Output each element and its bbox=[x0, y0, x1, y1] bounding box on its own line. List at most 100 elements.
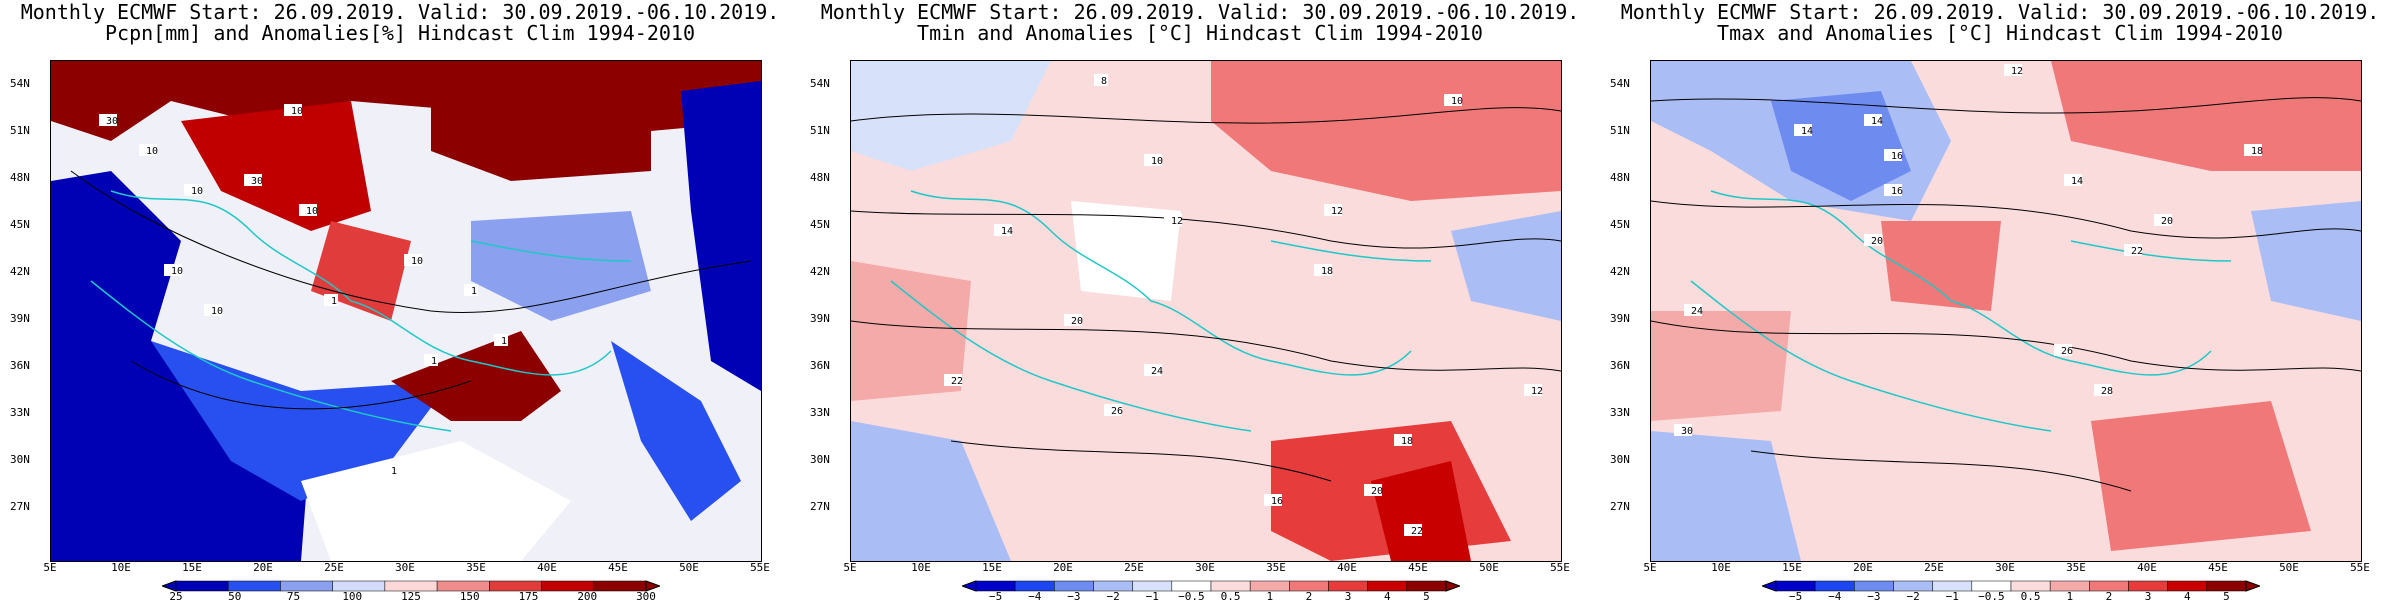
contour-label: 1 bbox=[494, 334, 508, 347]
svg-text:22: 22 bbox=[951, 376, 963, 387]
svg-text:10: 10 bbox=[411, 256, 423, 267]
svg-text:20: 20 bbox=[1871, 236, 1883, 247]
lon-tick-label: 55E bbox=[1550, 561, 1570, 574]
svg-text:10: 10 bbox=[171, 266, 183, 277]
contour-label: 1 bbox=[464, 284, 478, 297]
svg-text:12: 12 bbox=[2011, 66, 2023, 77]
contour-label: 20 bbox=[1864, 234, 1883, 247]
lat-tick-label: 39N bbox=[810, 312, 830, 326]
svg-text:10: 10 bbox=[306, 206, 318, 217]
contour-label: 12 bbox=[2004, 64, 2023, 77]
map-field: 30 10 10 10 30 10 10 10 10 1 1 1 1 1 bbox=[51, 61, 761, 561]
colorbar-label: 125 bbox=[401, 590, 421, 603]
contour-label: 8 bbox=[1094, 74, 1108, 87]
lat-tick-label: 33N bbox=[1610, 405, 1630, 419]
colorbar-label: −1 bbox=[1145, 590, 1159, 603]
tmax-panel: Monthly ECMWF Start: 26.09.2019. Valid: … bbox=[1600, 0, 2400, 603]
lat-tick-label: 48N bbox=[10, 171, 30, 185]
svg-text:10: 10 bbox=[191, 186, 203, 197]
tmin-map: 8 10 10 12 12 14 18 20 22 24 26 16 20 18 12 22 bbox=[850, 60, 1562, 562]
svg-text:1: 1 bbox=[501, 336, 507, 347]
colorbar bbox=[162, 580, 660, 592]
svg-text:28: 28 bbox=[2101, 386, 2113, 397]
lat-tick-label: 48N bbox=[810, 171, 830, 185]
lat-tick-label: 27N bbox=[10, 499, 30, 513]
contour-label: 22 bbox=[944, 374, 963, 387]
map-field: 8 10 10 12 12 14 18 20 22 24 26 16 20 18 12 22 bbox=[851, 61, 1561, 561]
contour-label: 12 bbox=[1324, 204, 1343, 217]
contour-label: 1 bbox=[384, 464, 398, 477]
panel-title: Monthly ECMWF Start: 26.09.2019. Valid: … bbox=[20, 0, 780, 24]
colorbar-label: −5 bbox=[988, 590, 1003, 603]
contour-label: 30 bbox=[1674, 424, 1693, 437]
lat-tick-label: 27N bbox=[810, 499, 830, 513]
colorbar-label: 2 bbox=[1305, 590, 1313, 603]
contour-label: 10 bbox=[1144, 154, 1163, 167]
lat-tick-label: 54N bbox=[810, 77, 830, 91]
contour-label: 14 bbox=[2064, 174, 2083, 187]
colorbar-label: −3 bbox=[1067, 590, 1081, 603]
colorbar bbox=[962, 580, 1460, 592]
lon-tick-label: 35E bbox=[466, 561, 486, 574]
contour-label: 20 bbox=[2154, 214, 2173, 227]
contour-label: 24 bbox=[1144, 364, 1163, 377]
lon-tick-label: 20E bbox=[1053, 561, 1073, 574]
lon-tick-label: 50E bbox=[2279, 561, 2299, 574]
colorbar-label: 5 bbox=[1423, 590, 1430, 603]
lat-tick-label: 42N bbox=[10, 265, 30, 279]
tmin-panel: Monthly ECMWF Start: 26.09.2019. Valid: … bbox=[800, 0, 1600, 603]
colorbar-label: 175 bbox=[518, 590, 539, 603]
lon-tick-label: 30E bbox=[395, 561, 415, 574]
svg-text:24: 24 bbox=[1691, 306, 1703, 317]
svg-text:26: 26 bbox=[1111, 406, 1123, 417]
contour-label: 22 bbox=[1404, 524, 1423, 537]
svg-text:12: 12 bbox=[1531, 386, 1543, 397]
lat-tick-label: 39N bbox=[10, 312, 30, 326]
lon-tick-label: 35E bbox=[2066, 561, 2086, 574]
lat-tick-label: 33N bbox=[810, 405, 830, 419]
lat-tick-label: 45N bbox=[1610, 218, 1630, 232]
svg-text:20: 20 bbox=[1071, 316, 1083, 327]
svg-text:22: 22 bbox=[1411, 526, 1423, 537]
svg-text:30: 30 bbox=[251, 176, 263, 187]
lat-tick-label: 48N bbox=[1610, 171, 1630, 185]
panel-title: Monthly ECMWF Start: 26.09.2019. Valid: … bbox=[820, 0, 1580, 24]
contour-label: 16 bbox=[1884, 149, 1903, 162]
colorbar-label: 75 bbox=[286, 590, 301, 603]
svg-text:14: 14 bbox=[2071, 176, 2083, 187]
contour-label: 12 bbox=[1524, 384, 1543, 397]
lon-tick-label: 5E bbox=[43, 561, 57, 574]
lat-tick-label: 54N bbox=[10, 77, 30, 91]
contour-label: 10 bbox=[164, 264, 183, 277]
contour-label: 14 bbox=[1864, 114, 1883, 127]
svg-text:12: 12 bbox=[1331, 206, 1343, 217]
lon-tick-label: 55E bbox=[750, 561, 770, 574]
lat-tick-label: 45N bbox=[10, 218, 30, 232]
lat-tick-label: 27N bbox=[1610, 499, 1630, 513]
lon-tick-label: 45E bbox=[2208, 561, 2228, 574]
contour-label: 20 bbox=[1064, 314, 1083, 327]
colorbar-label: 2 bbox=[2105, 590, 2113, 603]
lat-tick-label: 42N bbox=[810, 265, 830, 279]
lon-tick-label: 55E bbox=[2350, 561, 2370, 574]
tmax-map: 12 14 14 16 18 20 22 24 26 28 30 16 14 20 bbox=[1650, 60, 2362, 562]
svg-text:10: 10 bbox=[1451, 96, 1463, 107]
contour-label: 10 bbox=[139, 144, 158, 157]
svg-text:1: 1 bbox=[431, 356, 437, 367]
contour-label: 18 bbox=[2244, 144, 2263, 157]
lon-tick-label: 15E bbox=[1782, 561, 1802, 574]
colorbar-label: 3 bbox=[1344, 590, 1352, 603]
svg-text:14: 14 bbox=[1871, 116, 1883, 127]
svg-text:1: 1 bbox=[331, 296, 337, 307]
contour-label: 22 bbox=[2124, 244, 2143, 257]
lat-tick-label: 36N bbox=[10, 359, 30, 372]
svg-text:26: 26 bbox=[2061, 346, 2073, 357]
contour-label: 28 bbox=[2094, 384, 2113, 397]
contour-label: 10 bbox=[204, 304, 223, 317]
svg-text:24: 24 bbox=[1151, 366, 1163, 377]
svg-text:18: 18 bbox=[2251, 146, 2263, 157]
colorbar-label: −1 bbox=[1945, 590, 1959, 603]
colorbar-label: 4 bbox=[2183, 590, 2191, 603]
lat-tick-label: 54N bbox=[1610, 77, 1630, 91]
lon-tick-label: 50E bbox=[679, 561, 699, 574]
